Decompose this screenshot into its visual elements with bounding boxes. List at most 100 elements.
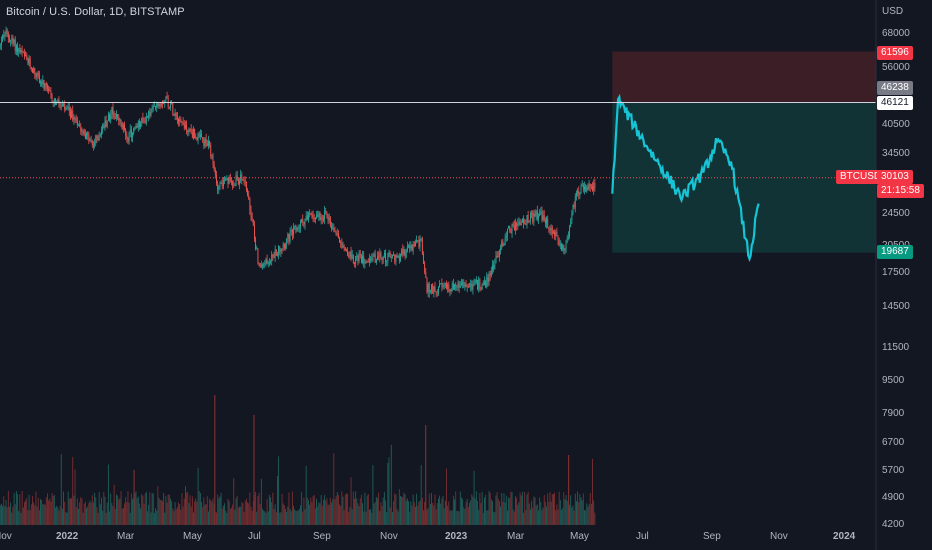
candle-body	[37, 73, 39, 76]
candle-body	[513, 225, 515, 231]
candle-body	[86, 132, 87, 140]
candle-body	[439, 283, 441, 287]
candle-body	[144, 121, 146, 123]
volume-bar	[386, 512, 388, 525]
candle-body	[163, 103, 165, 105]
volume-bar	[36, 506, 38, 525]
price-tick: 40500	[882, 119, 910, 131]
candle-body	[449, 289, 451, 292]
volume-bar	[488, 491, 490, 525]
candle-body	[460, 283, 462, 286]
price-tick: 9500	[882, 375, 905, 387]
candle-body	[506, 228, 508, 236]
volume-bar	[523, 512, 524, 525]
volume-bar	[377, 498, 378, 525]
volume-bar	[454, 499, 455, 525]
volume-bar	[490, 499, 492, 525]
candle-body	[278, 246, 280, 255]
candle-body	[171, 102, 173, 105]
volume-bar	[14, 504, 16, 525]
volume-bar	[388, 457, 390, 525]
entry-price-tag: 46238	[877, 81, 913, 95]
candle-body	[138, 121, 140, 128]
candle-body	[57, 99, 59, 104]
candle-body	[233, 185, 235, 187]
volume-bar	[398, 489, 400, 525]
volume-bar	[249, 492, 251, 525]
candle-body	[349, 251, 351, 257]
candle-body	[577, 191, 579, 193]
candle-body	[436, 292, 438, 294]
candle-body	[239, 180, 240, 185]
candle-body	[142, 117, 144, 120]
volume-bar	[260, 478, 262, 525]
volume-bar	[210, 500, 212, 525]
volume-bar	[436, 503, 438, 525]
volume-bar	[211, 501, 213, 525]
volume-bar	[512, 509, 514, 525]
candle-body	[28, 58, 30, 64]
volume-bar	[41, 500, 43, 525]
countdown-tag: 21:15:58	[877, 184, 924, 198]
volume-bar	[467, 507, 469, 525]
candle-body	[202, 137, 204, 141]
volume-bar	[98, 491, 100, 525]
volume-bar	[272, 492, 274, 525]
volume-bar	[478, 509, 480, 525]
candle-body	[389, 252, 391, 258]
candle-body	[130, 129, 132, 138]
candle-body	[181, 121, 183, 123]
volume-bar	[199, 493, 201, 525]
candle-body	[282, 243, 284, 249]
candle-body	[110, 115, 112, 121]
volume-bar	[288, 492, 290, 525]
volume-bar	[40, 499, 41, 525]
volume-bar	[18, 511, 20, 525]
price-tick: 11500	[882, 341, 910, 353]
candle-body	[362, 255, 363, 263]
volume-bar	[117, 495, 119, 525]
candle-body	[351, 254, 353, 259]
volume-spike	[133, 470, 135, 525]
candle-body	[586, 186, 588, 192]
volume-bar	[508, 497, 510, 525]
candle-body	[431, 284, 432, 292]
candle-body	[204, 138, 206, 146]
volume-bar	[43, 504, 45, 525]
candle-body	[441, 283, 443, 287]
candle-body	[452, 283, 454, 290]
volume-bar	[405, 500, 407, 525]
candle-body	[121, 122, 123, 130]
candle-body	[79, 124, 81, 127]
candle-body	[397, 256, 399, 258]
candle-body	[314, 218, 316, 220]
volume-bar	[120, 491, 122, 525]
candle-body	[368, 258, 370, 263]
volume-bar	[421, 497, 423, 525]
volume-bar	[248, 503, 250, 525]
candle-body	[305, 215, 307, 220]
candle-body	[194, 129, 196, 139]
candle-body	[402, 249, 404, 255]
volume-bar	[505, 495, 507, 525]
volume-bar	[582, 493, 584, 525]
volume-bar	[276, 476, 278, 525]
volume-bar	[26, 497, 28, 525]
candle-body	[5, 30, 7, 37]
volume-bar	[485, 494, 487, 525]
volume-bar	[389, 507, 391, 525]
volume-bar	[383, 492, 385, 525]
volume-bar	[153, 512, 155, 525]
stop-loss-zone[interactable]	[612, 51, 876, 103]
volume-bar	[244, 500, 246, 525]
volume-bar	[501, 493, 503, 525]
volume-bar	[390, 444, 392, 525]
volume-bar	[73, 495, 75, 525]
candle-body	[512, 223, 514, 226]
volume-bar	[356, 498, 358, 525]
candle-body	[128, 132, 130, 142]
volume-bar	[458, 511, 460, 525]
volume-bar	[525, 510, 527, 525]
volume-bar	[101, 497, 102, 525]
